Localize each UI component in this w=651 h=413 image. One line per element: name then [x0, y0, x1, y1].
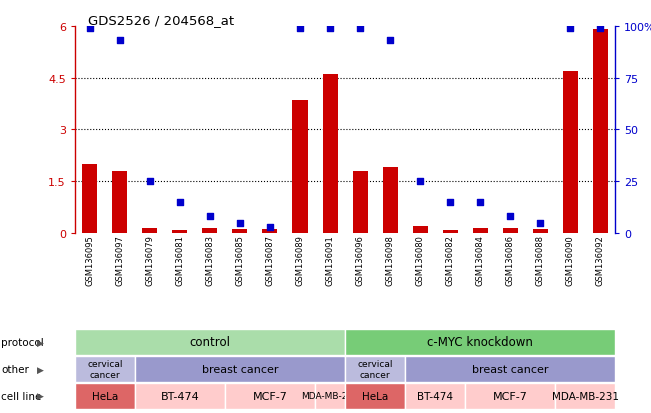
Bar: [113, 171, 128, 233]
Bar: [503, 228, 518, 233]
Bar: [143, 228, 158, 233]
Bar: [443, 230, 458, 233]
Text: cervical
cancer: cervical cancer: [357, 359, 393, 379]
Point: [115, 38, 125, 45]
Point: [265, 224, 275, 230]
Point: [355, 26, 365, 32]
Point: [235, 220, 245, 226]
Point: [535, 220, 546, 226]
Text: BT-474: BT-474: [417, 391, 453, 401]
Bar: [533, 230, 547, 233]
Point: [595, 26, 605, 32]
Point: [415, 178, 425, 185]
Point: [85, 26, 95, 32]
Point: [385, 38, 395, 45]
Text: control: control: [189, 336, 230, 349]
Bar: [262, 230, 277, 233]
Text: BT-474: BT-474: [161, 391, 199, 401]
Point: [145, 178, 155, 185]
Bar: [292, 101, 307, 233]
Bar: [322, 75, 337, 233]
Point: [295, 26, 305, 32]
Bar: [473, 228, 488, 233]
Text: GDS2526 / 204568_at: GDS2526 / 204568_at: [88, 14, 234, 27]
Bar: [353, 171, 368, 233]
Bar: [562, 71, 577, 233]
Text: MDA-MB-231: MDA-MB-231: [301, 392, 359, 400]
Bar: [83, 164, 98, 233]
Point: [325, 26, 335, 32]
Bar: [173, 230, 187, 233]
Bar: [232, 230, 247, 233]
Text: breast cancer: breast cancer: [202, 364, 278, 374]
Point: [565, 26, 575, 32]
Point: [174, 199, 185, 206]
Text: other: other: [1, 364, 29, 374]
Bar: [202, 228, 217, 233]
Text: MCF-7: MCF-7: [493, 391, 527, 401]
Point: [204, 214, 215, 220]
Point: [475, 199, 485, 206]
Text: MCF-7: MCF-7: [253, 391, 288, 401]
Text: ▶: ▶: [37, 338, 44, 347]
Text: c-MYC knockdown: c-MYC knockdown: [427, 336, 533, 349]
Bar: [592, 30, 607, 233]
Text: protocol: protocol: [1, 337, 44, 347]
Text: ▶: ▶: [37, 365, 44, 373]
Text: ▶: ▶: [37, 392, 44, 400]
Bar: [413, 226, 428, 233]
Text: cervical
cancer: cervical cancer: [87, 359, 122, 379]
Text: HeLa: HeLa: [362, 391, 388, 401]
Text: HeLa: HeLa: [92, 391, 118, 401]
Text: breast cancer: breast cancer: [472, 364, 548, 374]
Text: cell line: cell line: [1, 391, 42, 401]
Text: MDA-MB-231: MDA-MB-231: [551, 391, 618, 401]
Point: [505, 214, 516, 220]
Bar: [383, 168, 398, 233]
Point: [445, 199, 455, 206]
